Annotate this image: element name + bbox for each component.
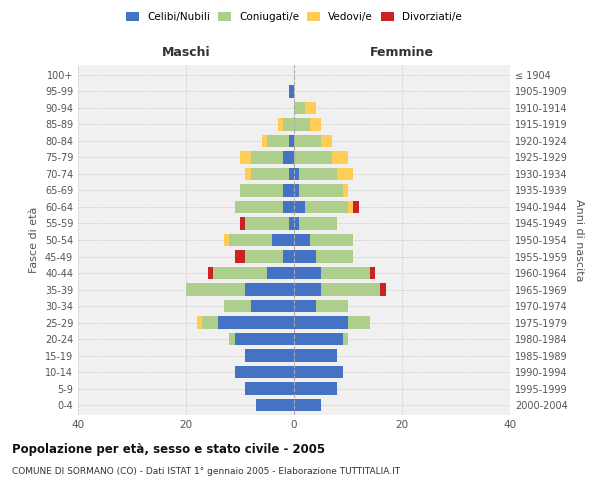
Bar (343, 333, 348, 345)
Bar (337, 168, 353, 180)
Bar (332, 152, 348, 164)
Legend: Celibi/Nubili, Coniugati/e, Vedovi/e, Divorziati/e: Celibi/Nubili, Coniugati/e, Vedovi/e, Di… (122, 8, 466, 26)
Bar (229, 234, 272, 246)
Bar (294, 267, 321, 279)
Bar (245, 168, 251, 180)
Bar (294, 234, 310, 246)
Bar (294, 316, 348, 328)
Bar (235, 333, 294, 345)
Bar (251, 300, 294, 312)
Text: Popolazione per età, sesso e stato civile - 2005: Popolazione per età, sesso e stato civil… (12, 442, 325, 456)
Text: COMUNE DI SORMANO (CO) - Dati ISTAT 1° gennaio 2005 - Elaborazione TUTTITALIA.IT: COMUNE DI SORMANO (CO) - Dati ISTAT 1° g… (12, 468, 400, 476)
Bar (245, 382, 294, 395)
Bar (267, 135, 289, 147)
Bar (283, 152, 294, 164)
Bar (229, 333, 235, 345)
Bar (299, 168, 337, 180)
Bar (294, 333, 343, 345)
Bar (218, 316, 294, 328)
Bar (262, 135, 267, 147)
Bar (348, 316, 370, 328)
Bar (299, 184, 343, 196)
Bar (289, 135, 294, 147)
Bar (305, 201, 348, 213)
Bar (256, 399, 294, 411)
Bar (267, 267, 294, 279)
Bar (294, 250, 316, 262)
Bar (305, 102, 316, 114)
Bar (310, 234, 353, 246)
Bar (294, 152, 332, 164)
Bar (289, 218, 294, 230)
Bar (294, 284, 321, 296)
Bar (283, 250, 294, 262)
Bar (224, 300, 251, 312)
Bar (240, 184, 283, 196)
Bar (245, 250, 283, 262)
Bar (348, 201, 353, 213)
Bar (294, 218, 299, 230)
Bar (202, 316, 218, 328)
Bar (294, 184, 299, 196)
Bar (294, 300, 316, 312)
Bar (283, 118, 294, 130)
Bar (208, 267, 213, 279)
Bar (272, 234, 294, 246)
Text: Maschi: Maschi (161, 46, 211, 59)
Bar (245, 350, 294, 362)
Bar (321, 267, 370, 279)
Bar (197, 316, 202, 328)
Bar (245, 284, 294, 296)
Bar (251, 152, 283, 164)
Bar (235, 366, 294, 378)
Bar (294, 201, 305, 213)
Bar (245, 218, 289, 230)
Bar (316, 300, 348, 312)
Bar (278, 118, 283, 130)
Bar (321, 284, 380, 296)
Bar (380, 284, 386, 296)
Bar (353, 201, 359, 213)
Bar (213, 267, 267, 279)
Bar (186, 284, 245, 296)
Bar (289, 85, 294, 98)
Bar (321, 135, 332, 147)
Y-axis label: Anni di nascita: Anni di nascita (574, 198, 584, 281)
Bar (294, 350, 337, 362)
Bar (294, 118, 310, 130)
Bar (343, 184, 348, 196)
Bar (235, 201, 283, 213)
Bar (316, 250, 353, 262)
Bar (235, 250, 245, 262)
Bar (370, 267, 375, 279)
Text: Femmine: Femmine (370, 46, 434, 59)
Bar (294, 399, 321, 411)
Bar (240, 218, 245, 230)
Bar (294, 382, 337, 395)
Bar (310, 118, 321, 130)
Bar (251, 168, 289, 180)
Bar (294, 135, 321, 147)
Bar (294, 168, 299, 180)
Bar (224, 234, 229, 246)
Bar (294, 366, 343, 378)
Bar (240, 152, 251, 164)
Bar (294, 102, 305, 114)
Bar (283, 184, 294, 196)
Y-axis label: Fasce di età: Fasce di età (29, 207, 39, 273)
Bar (289, 168, 294, 180)
Bar (299, 218, 337, 230)
Bar (283, 201, 294, 213)
